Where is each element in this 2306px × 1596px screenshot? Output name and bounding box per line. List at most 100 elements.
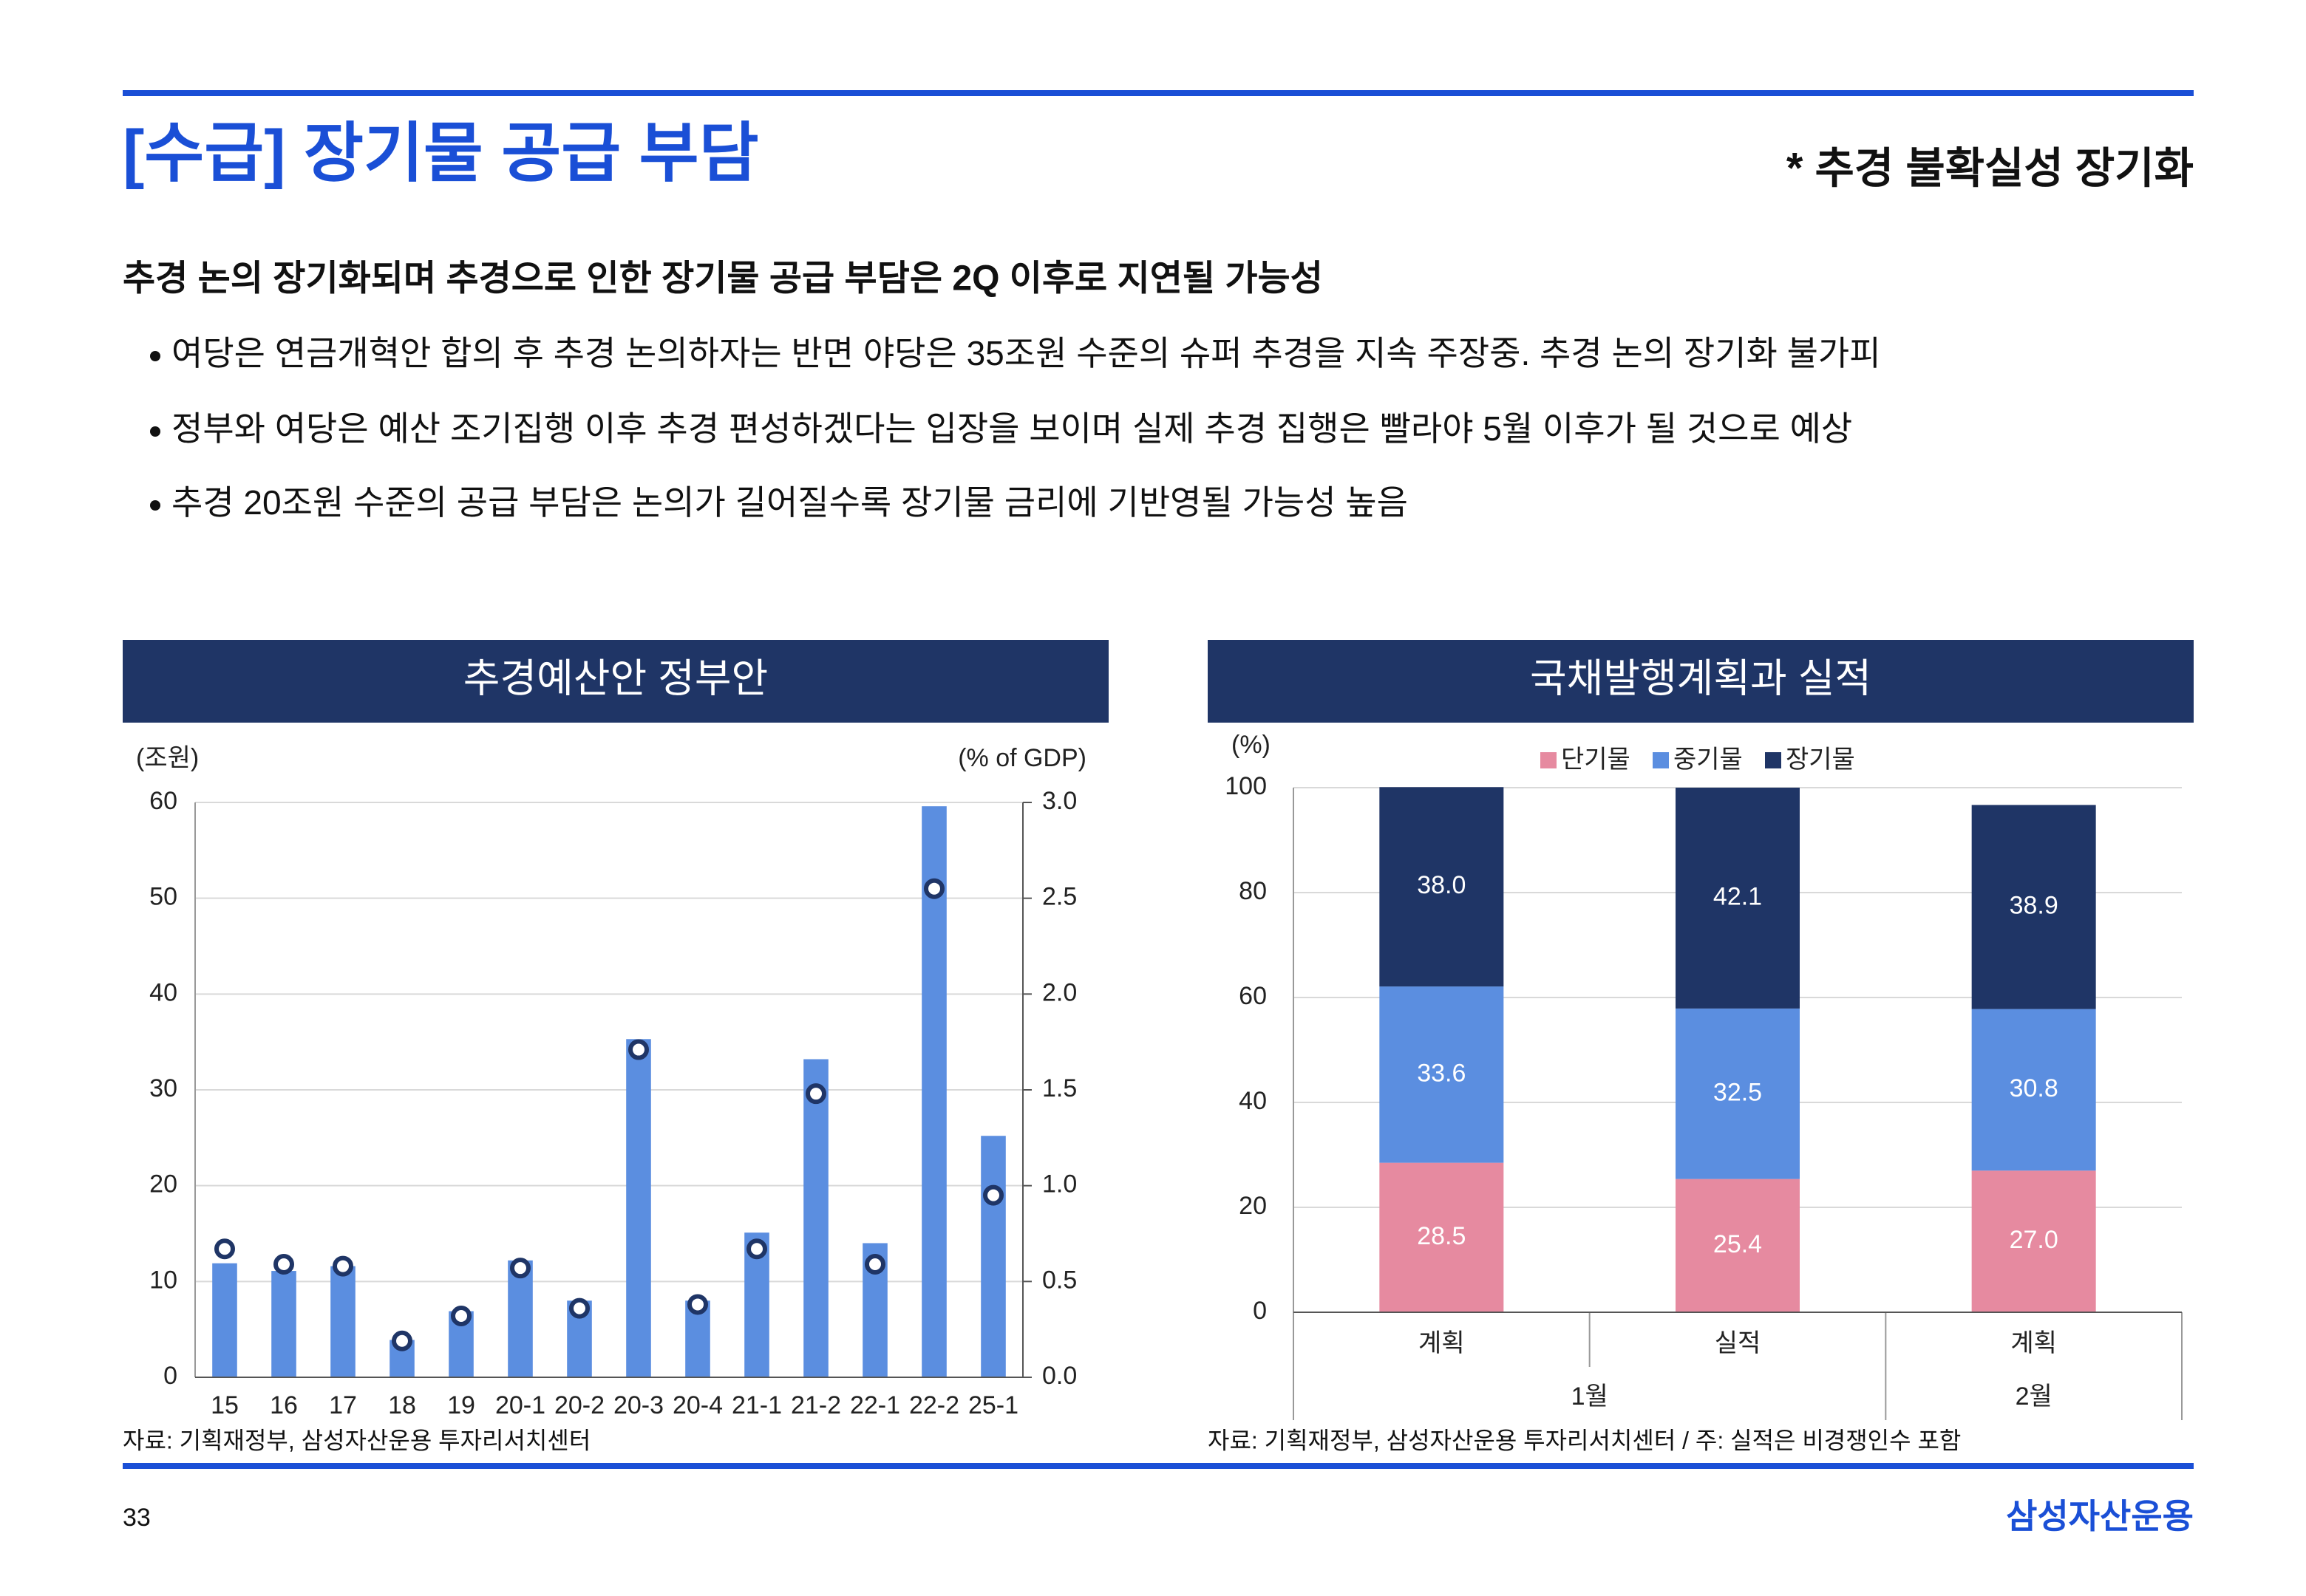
y2-tick-label: 0.5 (1042, 1266, 1077, 1294)
bullet: 추경 20조원 수준의 공급 부담은 논의가 길어질수록 장기물 금리에 기반영… (171, 483, 1408, 522)
value-label: 32.5 (1713, 1078, 1762, 1106)
bar (626, 1039, 651, 1377)
marker (983, 1184, 1004, 1206)
legend-swatch (1653, 752, 1669, 768)
y-tick-label: 20 (1239, 1192, 1267, 1220)
y-tick-label: 40 (149, 978, 177, 1006)
source-note: 자료: 기획재정부, 삼성자산운용 투자리서치센터 (123, 1427, 591, 1453)
legend-label: 중기물 (1673, 746, 1743, 774)
x-tick-label: 22-1 (850, 1391, 900, 1419)
y2-tick-label: 2.0 (1042, 978, 1077, 1006)
x-tick-label: 20-1 (495, 1391, 545, 1419)
y-tick-label: 100 (1225, 772, 1267, 800)
marker (273, 1253, 294, 1275)
axis-label: (조원) (136, 744, 199, 772)
y2-tick-label: 1.0 (1042, 1170, 1077, 1198)
bar-segment (1379, 787, 1504, 987)
marker (746, 1238, 767, 1260)
chart-header (1208, 640, 2194, 723)
axis-label: (%) (1231, 731, 1271, 759)
marker (865, 1253, 885, 1275)
x-tick-label: 20-4 (673, 1391, 723, 1419)
bullet-dot (150, 500, 160, 511)
x-tick-label: 25-1 (968, 1391, 1018, 1419)
marker (628, 1039, 649, 1060)
marker (510, 1258, 531, 1279)
value-label: 38.0 (1417, 871, 1466, 899)
group-label: 1월 (1571, 1382, 1608, 1411)
bar-segment (1971, 1170, 2096, 1312)
y2-tick-label: 2.5 (1042, 883, 1077, 911)
y-tick-label: 30 (149, 1074, 177, 1102)
bullet-dot (150, 426, 160, 437)
top-rule (123, 90, 2194, 96)
page-title: [수급] 장기물 공급 부담 (123, 116, 759, 189)
page-number: 33 (123, 1504, 151, 1532)
bar (922, 806, 947, 1377)
y-tick-label: 0 (1253, 1297, 1267, 1325)
marker (392, 1330, 412, 1351)
bar (212, 1263, 237, 1377)
marker (687, 1294, 708, 1315)
legend-swatch (1540, 752, 1557, 768)
body-heading: 추경 논의 장기화되며 추경으로 인한 장기물 공급 부담은 2Q 이후로 지연… (123, 259, 1323, 299)
y2-tick-label: 0.0 (1042, 1362, 1077, 1390)
value-label: 30.8 (2010, 1074, 2058, 1102)
logo: 삼성자산운용 (2006, 1497, 2194, 1535)
bullet: 정부와 여당은 예산 조기집행 이후 추경 편성하겠다는 입장을 보이며 실제 … (171, 409, 1852, 448)
y-tick-label: 60 (1239, 982, 1267, 1010)
legend-swatch (1765, 752, 1781, 768)
x-tick-label: 21-2 (791, 1391, 841, 1419)
chart-title: 국채발행계획과 실적 (1530, 656, 1871, 700)
bullet: 여당은 연금개혁안 합의 후 추경 논의하자는 반면 야당은 35조원 수준의 … (171, 334, 1881, 372)
x-tick-label: 22-2 (909, 1391, 959, 1419)
x-tick-label: 계획 (2010, 1329, 2057, 1357)
y-tick-label: 0 (163, 1362, 177, 1390)
bar-segment (1379, 1162, 1504, 1312)
bar-segment (1971, 1009, 2096, 1171)
bar (508, 1260, 533, 1377)
y-tick-label: 50 (149, 883, 177, 911)
bar (803, 1059, 829, 1377)
marker (214, 1238, 235, 1260)
value-label: 42.1 (1713, 882, 1762, 910)
bar (330, 1266, 356, 1377)
marker (333, 1255, 353, 1277)
bar (981, 1136, 1006, 1377)
value-label: 28.5 (1417, 1222, 1466, 1250)
source-note: 자료: 기획재정부, 삼성자산운용 투자리서치센터 / 주: 실적은 비경쟁인수… (1208, 1427, 1961, 1453)
y2-tick-label: 3.0 (1042, 787, 1077, 815)
chart-title: 추경예산안 정부안 (463, 656, 768, 700)
x-tick-label: 계획 (1418, 1329, 1465, 1357)
legend-label: 단기물 (1561, 746, 1630, 774)
y-tick-label: 40 (1239, 1087, 1267, 1115)
y-tick-label: 80 (1239, 877, 1267, 905)
x-tick-label: 20-2 (554, 1391, 605, 1419)
bar-segment (1676, 1008, 1800, 1179)
bar-segment (1379, 986, 1504, 1163)
value-label: 25.4 (1713, 1230, 1762, 1258)
marker (451, 1306, 472, 1327)
axis-label: (% of GDP) (958, 744, 1086, 772)
y-tick-label: 10 (149, 1266, 177, 1294)
y-tick-label: 20 (149, 1170, 177, 1198)
x-tick-label: 실적 (1715, 1329, 1761, 1357)
x-tick-label: 17 (329, 1391, 357, 1419)
x-tick-label: 19 (447, 1391, 475, 1419)
marker (924, 878, 945, 899)
x-tick-label: 15 (211, 1391, 239, 1419)
x-tick-label: 20-3 (613, 1391, 664, 1419)
chart-header (123, 640, 1109, 723)
x-tick-label: 16 (270, 1391, 298, 1419)
group-label: 2월 (2016, 1382, 2052, 1411)
bar (271, 1271, 296, 1377)
x-tick-label: 21-1 (732, 1391, 782, 1419)
y2-tick-label: 1.5 (1042, 1074, 1077, 1102)
marker (569, 1297, 590, 1319)
bar-segment (1676, 1179, 1800, 1312)
value-label: 33.6 (1417, 1059, 1466, 1087)
marker (806, 1083, 826, 1105)
bar-segment (1676, 788, 1800, 1009)
